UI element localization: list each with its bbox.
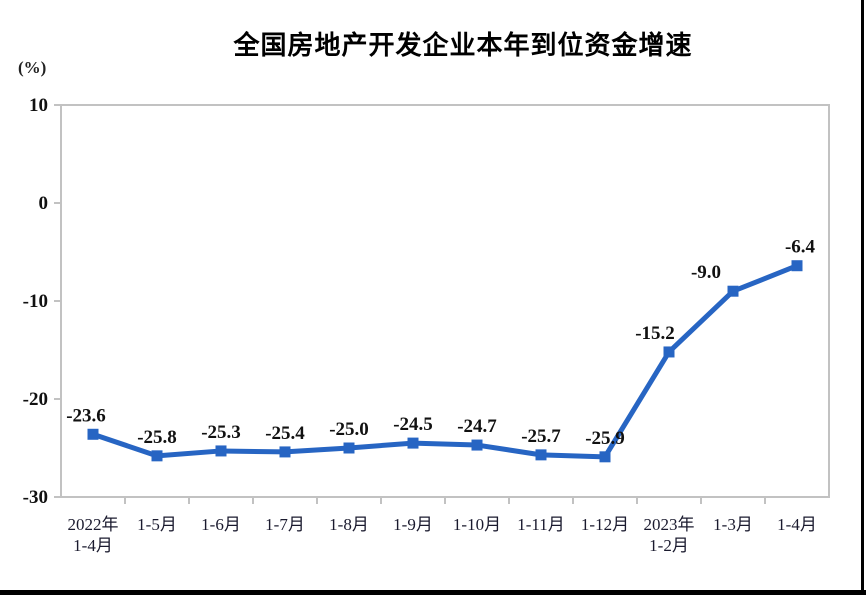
x-tick-label: 1-3月 [713,515,753,534]
data-point-label: -23.6 [66,405,106,426]
x-tick-label: 1-8月 [329,515,369,534]
x-tick-label: 1-9月 [393,515,433,534]
data-point-marker [791,260,803,272]
data-point-label: -9.0 [691,262,721,283]
window-bottom-border [0,590,866,595]
data-point-marker [215,445,227,457]
chart-title: 全国房地产开发企业本年到位资金增速 [233,30,693,60]
x-tick-label: 1-12月 [581,515,629,534]
window-right-border [861,0,864,595]
data-point-label: -25.7 [521,426,561,447]
x-tick-label: 1-5月 [137,515,177,534]
y-tick-label: 0 [39,193,49,214]
x-tick-label: 1-4月 [73,536,113,555]
data-point-marker [727,285,739,297]
x-tick-label: 1-6月 [201,515,241,534]
data-point-label: -25.4 [265,423,305,444]
y-axis-unit-label: (%) [18,58,47,77]
x-tick-label: 1-11月 [517,515,565,534]
x-tick-label: 2023年 [644,515,695,534]
y-tick-label: 10 [29,95,48,116]
data-point-label: -25.8 [137,427,177,448]
data-point-label: -25.9 [585,428,625,449]
x-tick-label: 1-7月 [265,515,305,534]
data-point-marker [599,451,611,463]
data-point-marker [87,428,99,440]
line-chart: 10 0 -10 -20 -30 -23.6 -25.8 -25.3 -25.4 -25.0 -24… [23,95,830,555]
x-tick-label: 1-4月 [777,515,817,534]
y-tick-label: -20 [23,389,48,410]
data-point-marker [407,437,419,449]
data-point-marker [471,439,483,451]
x-tick-label: 1-10月 [453,515,501,534]
x-tick-label: 2022年 [68,515,119,534]
data-point-label: -15.2 [635,323,675,344]
data-point-marker [279,446,291,458]
x-tick-label: 1-2月 [649,536,689,555]
y-tick-label: -10 [23,291,48,312]
data-point-marker [343,442,355,454]
data-point-label: -6.4 [785,237,816,258]
data-point-label: -25.0 [329,419,369,440]
series-line [90,263,800,460]
data-point-marker [151,450,163,462]
data-point-marker [663,346,675,358]
data-point-label: -24.5 [393,414,433,435]
data-point-marker [535,449,547,461]
data-point-label: -24.7 [457,416,497,437]
data-point-label: -25.3 [201,422,241,443]
y-tick-label: -30 [23,487,48,508]
